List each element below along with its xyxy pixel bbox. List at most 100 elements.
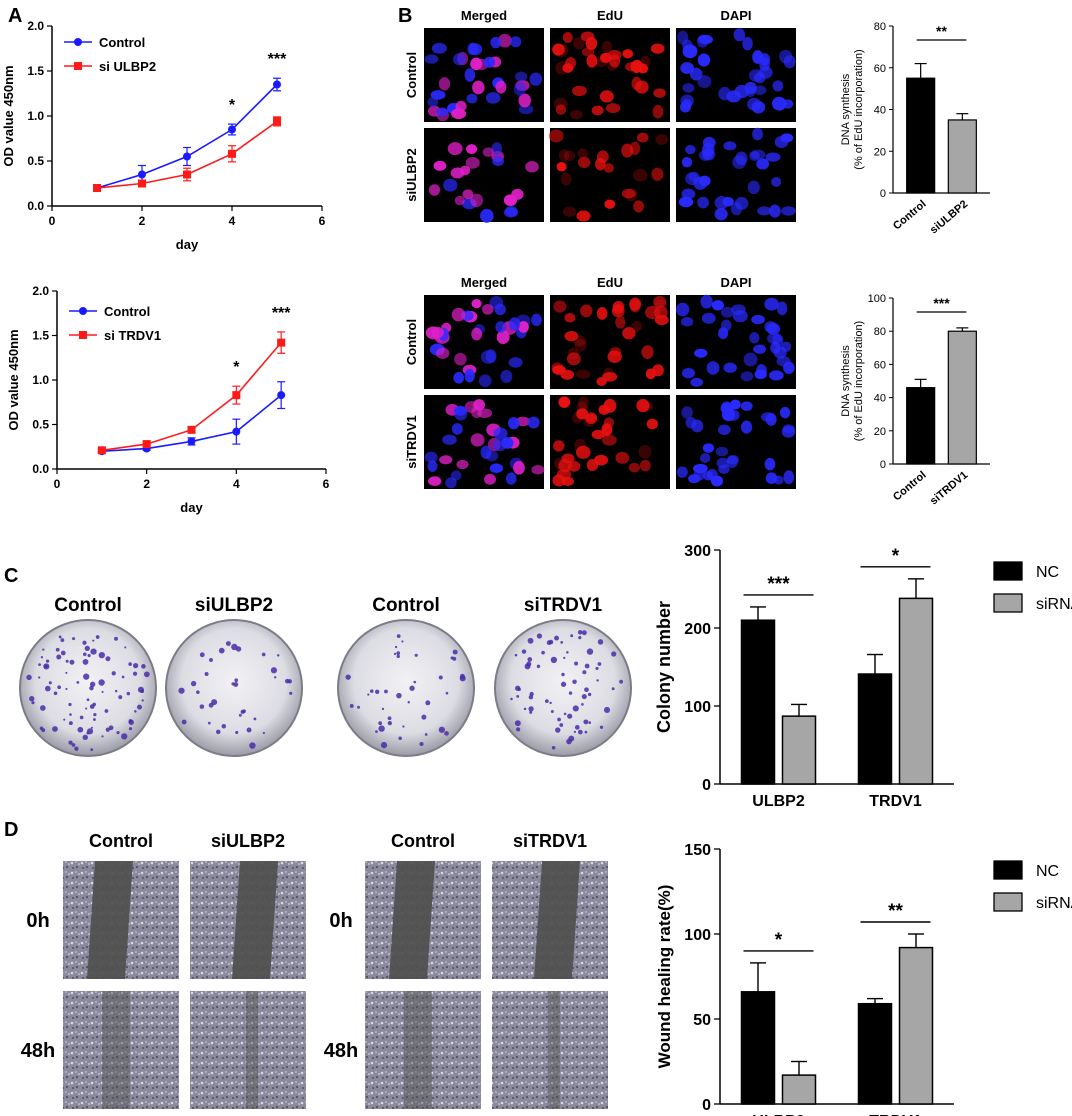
colony-dot [124,646,127,649]
y-tick-label: 1.0 [27,109,44,123]
colony-dot [208,702,214,708]
colony-dot [581,703,584,706]
y-tick-label: 2.0 [27,19,44,33]
colony-dot [527,657,533,662]
y-tick-label: 1.5 [27,64,44,78]
cell-nucleus [781,206,797,216]
cell-nucleus [715,446,729,457]
time-label: 48h [324,1040,358,1062]
y-tick-label: 150 [684,842,711,859]
colony-dot [86,698,90,702]
colony-dot [567,713,573,719]
cell-nucleus [699,149,712,161]
cell-nucleus [567,347,579,360]
colony-dot [425,700,431,706]
cell-nucleus [742,36,753,51]
colony-dot [394,645,398,649]
legend-swatch [993,561,1023,581]
colony-dot [114,689,118,693]
cell-nucleus [562,206,577,217]
wound-image [63,991,179,1109]
cell-nucleus [641,345,654,360]
y-tick-label: 80 [874,21,886,33]
cell-nucleus [570,109,583,120]
cell-nucleus [740,420,753,434]
colony-dot [596,679,599,682]
colony-dot [89,704,95,709]
colony-dot [544,699,549,704]
colony-dot [407,701,410,704]
bar [781,1074,817,1105]
y-tick-label: 0.5 [32,418,49,432]
scratch-gap [404,991,432,1109]
cell-nucleus [558,458,573,473]
scratch-gap [246,991,258,1109]
colony-dot [87,653,91,658]
colony-dot [38,663,41,667]
bar [740,619,776,785]
colony-dot [98,679,105,686]
legend-marker [74,38,82,46]
colony-dot [190,680,197,687]
colony-dot [561,672,565,677]
cell-nucleus [465,156,480,169]
colony-dot [65,671,68,674]
colony-dot [381,707,385,711]
colony-dot [31,701,35,705]
cell-nucleus [435,347,450,359]
colony-dot [40,656,44,659]
y-tick-label: 1.0 [32,373,49,387]
data-point [273,117,281,126]
colony-dot [421,714,427,720]
y-tick-label: 20 [874,426,886,438]
cell-nucleus [600,52,612,64]
colony-dot [221,724,227,729]
colony-dot [234,678,239,683]
cell-nucleus [580,304,593,318]
colony-dot [603,706,611,713]
cell-nucleus [726,90,742,103]
colony-dot [42,648,45,651]
colony-bar-chart: 0 100 200 300 Colony number ULBP2 *** TRDV1 * NC s… [654,543,1072,810]
column-label: siULBP2 [211,831,285,851]
colony-dot [55,647,60,652]
plate-label: siULBP2 [195,595,273,616]
cell-nucleus [636,398,650,413]
cell-nucleus [733,28,746,42]
wound-image [190,991,306,1109]
cell-nucleus [749,332,760,344]
colony-dot [121,733,128,740]
cell-nucleus [646,418,659,430]
x-tick-label: TRDV1 [869,793,922,810]
cell-nucleus [490,36,502,49]
plate-label: Control [372,595,440,616]
data-point [142,440,151,449]
cell-nucleus [603,367,615,381]
significance-label: * [233,359,240,376]
cell-nucleus [628,462,640,473]
y-axis-label: Colony number [654,601,674,733]
cell-nucleus [754,369,767,380]
cell-nucleus [555,104,567,115]
cell-nucleus [531,313,542,327]
y-tick-label: 50 [693,1012,711,1029]
x-tick-label: 6 [323,477,330,491]
cell-nucleus [611,305,625,318]
colony-dot [79,715,84,720]
legend-marker [79,307,87,315]
cell-nucleus [776,355,791,367]
colony-dot [414,653,418,657]
cell-nucleus [511,188,524,200]
colony-dot [53,691,58,696]
cell-nucleus [433,160,447,171]
cell-nucleus [774,136,789,149]
cell-nucleus [513,82,526,96]
colony-dot [101,690,104,694]
data-point [183,170,191,179]
row-label: siULBP2 [404,148,419,201]
colony-dot [225,641,231,646]
scratch-gap [102,991,130,1109]
cell-nucleus [607,350,622,364]
significance-label: *** [272,305,291,322]
cell-nucleus [783,55,796,69]
